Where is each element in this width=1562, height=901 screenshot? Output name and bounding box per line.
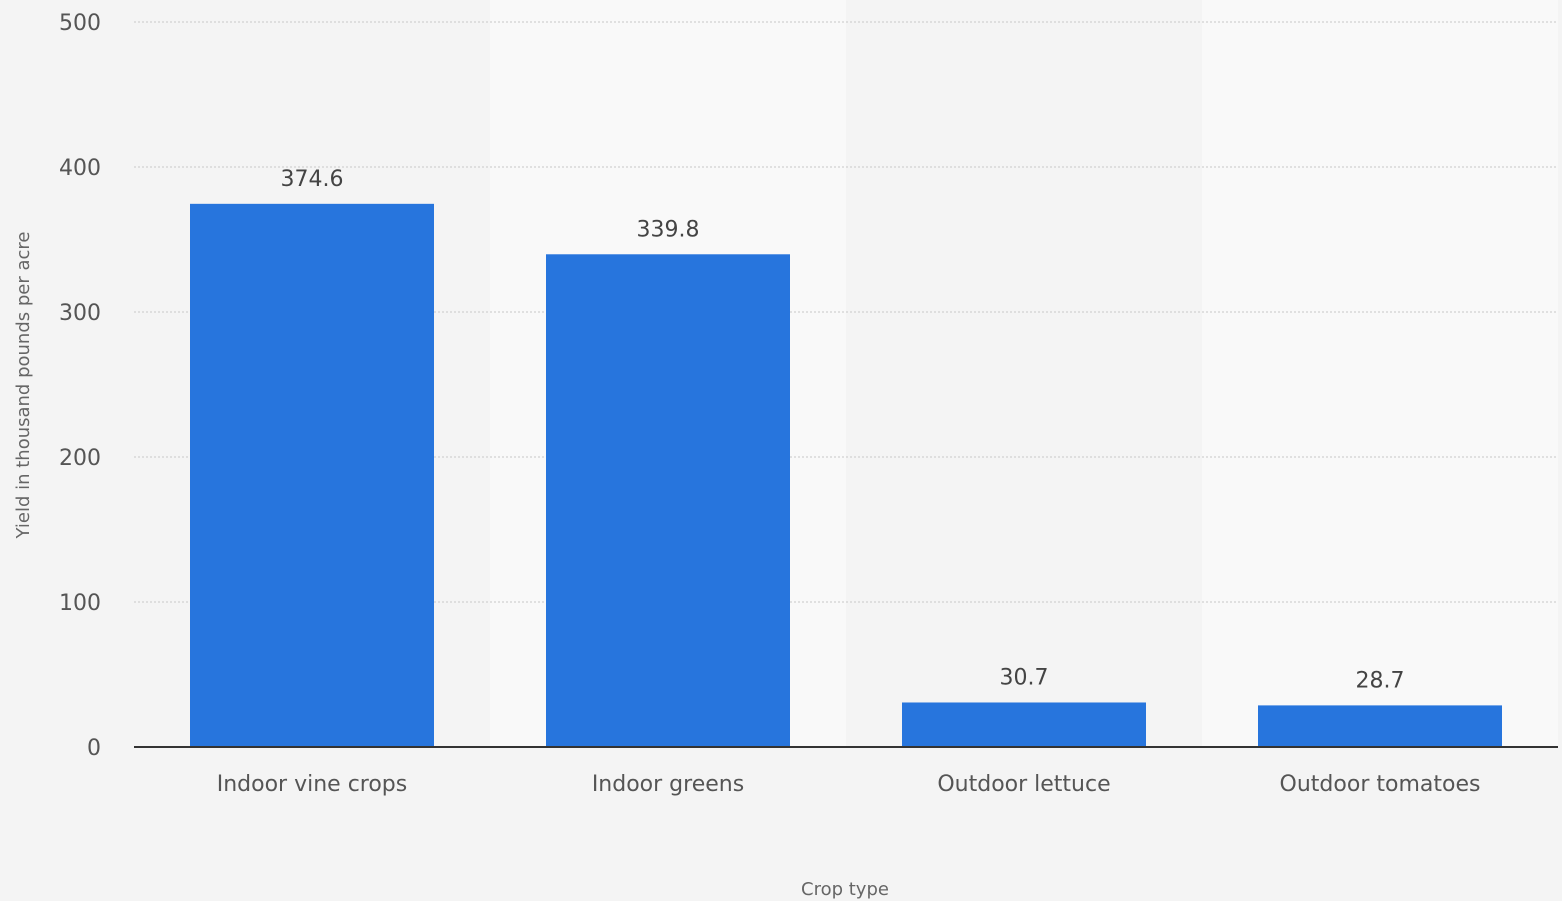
x-tick-label: Outdoor lettuce [937, 772, 1110, 797]
x-tick-label: Indoor greens [592, 772, 744, 797]
bar [902, 702, 1146, 747]
bars [190, 203, 1502, 748]
y-tick-label: 200 [59, 446, 101, 471]
y-tick-label: 500 [59, 11, 101, 36]
y-tick-label: 0 [87, 736, 101, 761]
x-tick-label: Outdoor tomatoes [1280, 772, 1481, 797]
data-label: 28.7 [1356, 668, 1405, 693]
bar [190, 203, 434, 747]
bar [1258, 705, 1502, 747]
y-tick-label: 100 [59, 591, 101, 616]
data-label: 374.6 [281, 167, 344, 192]
category-band [1202, 0, 1558, 747]
bar [546, 254, 790, 748]
data-labels: 374.6 339.8 30.7 28.7 [281, 167, 1405, 694]
x-axis-categories: Indoor vine crops Indoor greens Outdoor le… [217, 772, 1481, 797]
data-label: 339.8 [637, 217, 700, 242]
y-tick-label: 400 [59, 156, 101, 181]
y-tick-label: 300 [59, 301, 101, 326]
x-tick-label: Indoor vine crops [217, 772, 408, 797]
y-axis-title: Yield in thousand pounds per acre [13, 232, 34, 540]
x-axis-title: Crop type [801, 879, 889, 900]
data-label: 30.7 [1000, 665, 1049, 690]
y-axis-ticks: 0 100 200 300 400 500 [59, 11, 101, 761]
